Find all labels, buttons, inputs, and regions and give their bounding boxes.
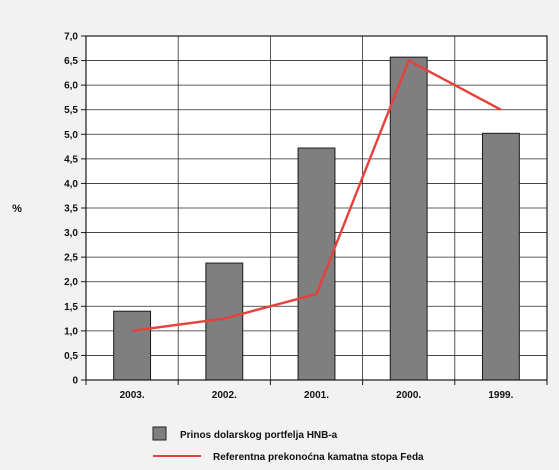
bar bbox=[205, 262, 244, 381]
x-tick-label: 2002. bbox=[212, 390, 237, 401]
bar bbox=[113, 310, 152, 381]
legend-label-bar: Prinos dolarskog portfelja HNB-a bbox=[180, 430, 338, 441]
y-tick-label: 3,5 bbox=[64, 204, 78, 215]
y-tick-label: 0,5 bbox=[64, 351, 78, 362]
bars bbox=[113, 56, 520, 381]
y-tick-label: 2,5 bbox=[64, 253, 78, 264]
y-tick-label: 1,0 bbox=[64, 326, 78, 337]
y-tick-label: 5,0 bbox=[64, 130, 78, 141]
legend-label-line: Referentna prekonoćna kamatna stopa Feda bbox=[213, 452, 424, 463]
y-tick-label: 2,0 bbox=[64, 277, 78, 288]
x-tick-labels: 2003. 2002. 2001. 2000. 1999. bbox=[120, 390, 514, 401]
y-tick-label: 7,0 bbox=[64, 32, 78, 43]
y-tick-label: 6,5 bbox=[64, 56, 78, 67]
legend-swatch-bar bbox=[152, 426, 167, 441]
axes bbox=[81, 35, 548, 385]
fed-rate-line bbox=[131, 58, 502, 333]
bar bbox=[481, 132, 520, 381]
bar bbox=[389, 56, 428, 381]
y-tick-label: 5,5 bbox=[64, 105, 78, 116]
x-tick-label: 2003. bbox=[120, 390, 145, 401]
x-tick-label: 1999. bbox=[488, 390, 513, 401]
y-tick-label: 3,0 bbox=[64, 228, 78, 239]
y-tick-label: 0 bbox=[72, 376, 78, 387]
y-tick-label: 4,5 bbox=[64, 154, 78, 165]
y-axis-label: % bbox=[12, 203, 22, 215]
y-tick-labels: 0 0,5 1,0 1,5 2,0 2,5 3,0 3,5 4,0 4,5 5,0 5,5 6,0 6,5… bbox=[64, 32, 78, 387]
y-tick-label: 1,5 bbox=[64, 302, 78, 313]
legend: Prinos dolarskog portfelja HNB-a Referen… bbox=[152, 426, 424, 463]
y-tick-label: 4,0 bbox=[64, 179, 78, 190]
x-tick-label: 2000. bbox=[396, 390, 421, 401]
x-tick-label: 2001. bbox=[304, 390, 329, 401]
line-series bbox=[131, 58, 502, 333]
y-tick-label: 6,0 bbox=[64, 81, 78, 92]
